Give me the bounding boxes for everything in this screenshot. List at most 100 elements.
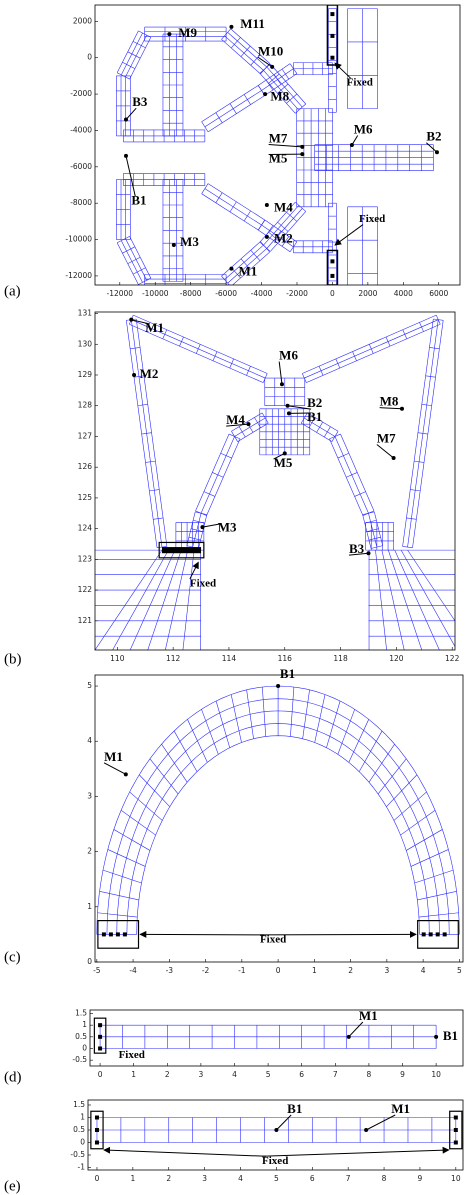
x-tick-label: 2	[348, 966, 353, 975]
panel: 0123456789101.510.50-0.5M1B1Fixed(d)	[4, 1008, 463, 1085]
mesh-line	[346, 472, 357, 477]
mesh-line	[315, 695, 325, 743]
mesh-line	[338, 453, 349, 458]
annotation: M1	[145, 320, 164, 335]
annotation-point	[300, 145, 304, 149]
support-dot	[330, 34, 334, 38]
annotation-point	[263, 92, 267, 96]
mesh-line	[201, 709, 218, 754]
annotation: M5	[269, 151, 288, 166]
mesh-line	[231, 431, 237, 441]
mesh-line	[108, 849, 145, 866]
mesh-line	[231, 695, 241, 743]
annotation: Fixed	[347, 77, 373, 89]
annotation: M11	[240, 16, 265, 31]
panel: 1101121141161181201221311301291281271261…	[4, 309, 469, 668]
y-tick-label: 0.5	[73, 1125, 85, 1134]
annotation: M2	[274, 231, 293, 246]
x-tick-label: 4	[232, 1070, 237, 1079]
support-dot	[429, 932, 433, 936]
support-dot	[123, 932, 127, 936]
mesh-line	[411, 849, 448, 866]
x-tick-label: 10	[431, 1070, 441, 1079]
x-tick-label: -1	[238, 966, 246, 975]
mesh-line	[303, 690, 310, 739]
y-tick-label: -10000	[65, 235, 92, 244]
x-tick-label: -6000	[215, 289, 237, 298]
annotation: M7	[377, 431, 396, 446]
annotation-point	[300, 152, 304, 156]
mesh-arc	[137, 736, 420, 935]
x-tick-label: 8	[382, 1174, 387, 1183]
mesh-line	[282, 69, 289, 79]
fixed-bar	[162, 547, 201, 553]
mesh-line	[302, 315, 436, 373]
y-tick-label: 0	[87, 53, 92, 62]
annotation-point	[129, 318, 133, 322]
x-tick-label: 4	[421, 966, 426, 975]
y-tick-label: 1	[82, 1020, 87, 1029]
x-tick-label: 6	[310, 1174, 315, 1183]
mesh	[97, 686, 460, 948]
annotation: B1	[280, 666, 295, 681]
annotation-arrow	[140, 934, 264, 935]
annotation: Fixed	[119, 1049, 145, 1061]
y-tick-label: 127	[78, 431, 93, 440]
mesh-line	[319, 366, 323, 375]
annotation: M7	[269, 131, 288, 146]
x-tick-label: 0	[330, 289, 335, 298]
annotation: B2	[426, 129, 441, 144]
mesh-line	[239, 427, 245, 437]
mesh-line	[246, 366, 250, 375]
mesh-line	[113, 550, 169, 650]
mesh-line	[196, 511, 207, 516]
x-tick-label: 8	[367, 1070, 372, 1079]
annotation: M3	[180, 234, 199, 249]
mesh-line	[162, 744, 188, 782]
annotation-point	[124, 154, 128, 158]
annotation-arrow	[104, 763, 126, 775]
annotation: M1	[104, 749, 123, 764]
mesh-line	[212, 472, 223, 477]
annotation-point	[167, 32, 171, 36]
panel-label: (b)	[4, 651, 22, 667]
annotation: Fixed	[262, 1155, 288, 1167]
panel: 0123456789101.510.50-0.5-1B1M1Fixed(e)	[4, 1100, 463, 1194]
x-tick-label: -12000	[107, 289, 134, 298]
y-tick-label: 1.5	[73, 1100, 85, 1109]
x-tick-label: 3	[384, 966, 389, 975]
mesh-line	[133, 41, 145, 47]
annotation: M5	[274, 455, 293, 470]
y-tick-label: 128	[78, 401, 93, 410]
x-tick-label: 114	[222, 654, 237, 663]
mesh-line	[244, 94, 250, 104]
annotation-arrow	[126, 156, 135, 196]
annotation: M10	[258, 43, 283, 58]
x-tick-label: 1	[131, 1070, 136, 1079]
x-tick-label: 7	[333, 1070, 338, 1079]
y-tick-label: 1.5	[75, 1009, 87, 1018]
mesh-line	[274, 75, 281, 85]
annotation: B2	[307, 395, 322, 410]
mesh-line	[262, 413, 268, 423]
x-tick-label: 6	[299, 1070, 304, 1079]
y-tick-label: 121	[78, 616, 93, 625]
x-tick-label: 2000	[358, 289, 377, 298]
support-dot	[109, 932, 113, 936]
support-dot	[98, 1047, 102, 1051]
y-tick-label: 123	[78, 554, 93, 563]
mesh-line	[133, 268, 145, 274]
mesh-line	[204, 492, 215, 497]
support-dot	[443, 932, 447, 936]
mesh-line	[403, 330, 407, 339]
annotation-point	[280, 382, 284, 386]
mesh-line	[130, 37, 151, 79]
mesh-line	[100, 891, 139, 900]
annotation-point	[286, 404, 290, 408]
panel: -5-4-3-2-1012345543210B1M1Fixed(c)	[4, 666, 463, 975]
support-dot	[454, 1128, 458, 1132]
support-dot	[330, 259, 334, 263]
mesh-line	[353, 352, 357, 361]
x-tick-label: 6000	[429, 289, 448, 298]
mesh-line	[196, 344, 200, 353]
